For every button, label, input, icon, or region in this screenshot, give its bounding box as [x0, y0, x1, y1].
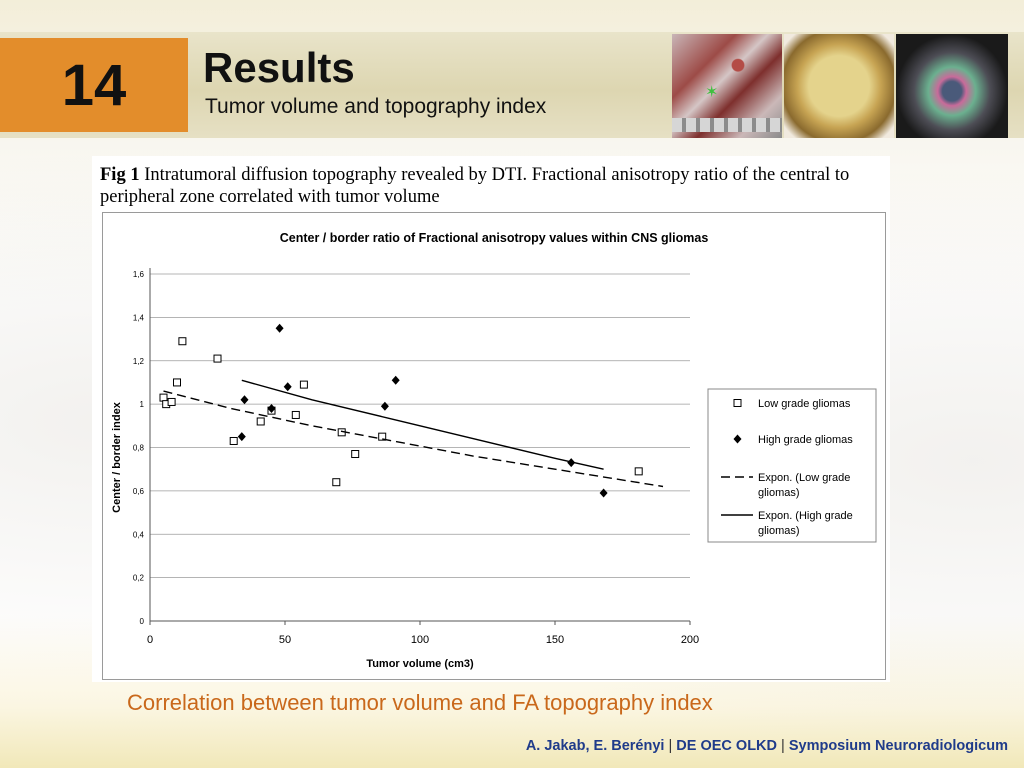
chart-title: Center / border ratio of Fractional anis… — [280, 231, 709, 245]
x-axis-label: Tumor volume (cm3) — [366, 658, 474, 670]
point-low-grade — [291, 410, 300, 419]
ruler-strip — [672, 118, 782, 132]
point-low-grade — [178, 337, 187, 346]
point-high-grade — [267, 403, 276, 413]
point-low-grade — [634, 467, 643, 476]
y-tick-label: 1,4 — [133, 313, 145, 322]
footer-event: Symposium Neuroradiologicum — [788, 738, 1008, 754]
scatter-chart: Center / border ratio of Fractional anis… — [111, 231, 877, 670]
legend-label: Expon. (Low grade — [758, 472, 850, 484]
figure-caption: Fig 1 Intratumoral diffusion topography … — [100, 164, 880, 208]
legend-label: gliomas) — [758, 525, 800, 537]
point-low-grade — [351, 450, 360, 459]
slide-number: 14 — [61, 52, 127, 118]
green-star-icon: ✶ — [705, 84, 719, 101]
point-low-grade — [159, 393, 168, 402]
point-low-grade — [213, 354, 222, 363]
footer-authors: A. Jakab, E. Berényi — [525, 738, 665, 754]
point-high-grade — [391, 375, 400, 385]
legend-label: Expon. (High grade — [758, 510, 853, 522]
footer-org: DE OEC OLKD — [676, 738, 777, 754]
point-low-grade — [229, 436, 238, 445]
point-low-grade — [167, 397, 176, 406]
point-low-grade — [256, 417, 265, 426]
x-tick-label: 100 — [411, 634, 429, 646]
slide-number-box: 14 — [0, 38, 188, 132]
x-tick-label: 0 — [147, 634, 153, 646]
figure-caption-text: Intratumoral diffusion topography reveal… — [100, 165, 850, 207]
point-low-grade — [332, 478, 341, 487]
legend-marker-low-grade — [733, 399, 742, 407]
slide-subtitle: Tumor volume and topography index — [205, 95, 547, 118]
point-high-grade — [240, 395, 249, 405]
point-high-grade — [283, 382, 292, 392]
legend-label: High grade gliomas — [758, 434, 853, 446]
footer-separator-1: | — [668, 738, 673, 754]
tumor-specimen-photo — [784, 34, 894, 138]
chart-box: Center / border ratio of Fractional anis… — [102, 212, 886, 680]
y-tick-label: 0,8 — [133, 444, 145, 453]
slide-title: Results — [203, 44, 355, 91]
y-tick-label: 1,6 — [133, 270, 145, 279]
point-high-grade — [237, 432, 246, 442]
trendline-high-grade — [241, 379, 604, 470]
legend-label: gliomas) — [758, 487, 800, 499]
y-tick-label: 1 — [140, 400, 145, 409]
y-tick-label: 0,6 — [133, 487, 145, 496]
point-high-grade — [599, 488, 608, 498]
figure-caption-label: Fig 1 — [100, 165, 140, 185]
point-high-grade — [567, 458, 576, 468]
y-tick-label: 0 — [140, 617, 145, 626]
x-tick-label: 150 — [546, 634, 564, 646]
y-tick-label: 1,2 — [133, 357, 145, 366]
y-tick-label: 0,2 — [133, 574, 145, 583]
point-low-grade — [378, 432, 387, 441]
dti-brain-scan-photo — [896, 34, 1008, 138]
y-axis-label: Center / border index — [111, 401, 123, 513]
point-low-grade — [299, 380, 308, 389]
point-high-grade — [275, 323, 284, 333]
bottom-caption: Correlation between tumor volume and FA … — [127, 690, 713, 715]
x-tick-label: 50 — [279, 634, 291, 646]
brain-vessels-photo: ✶ — [672, 34, 782, 138]
footer-separator-2: | — [781, 738, 785, 754]
point-low-grade — [173, 378, 181, 387]
trendline-low-grade — [163, 390, 664, 488]
footer: A. Jakab, E. Berényi | DE OEC OLKD | Sym… — [526, 738, 1008, 754]
legend-marker-high-grade — [733, 434, 742, 444]
legend-label: Low grade gliomas — [758, 398, 851, 410]
y-tick-label: 0,4 — [133, 530, 145, 539]
x-tick-label: 200 — [681, 634, 699, 646]
point-high-grade — [380, 401, 389, 411]
legend-box — [707, 388, 877, 543]
